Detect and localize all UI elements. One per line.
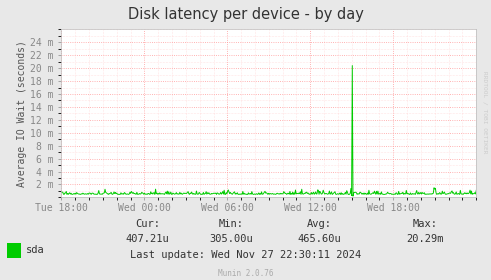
Text: Max:: Max: — [412, 219, 437, 229]
Text: sda: sda — [26, 245, 45, 255]
Text: Munin 2.0.76: Munin 2.0.76 — [218, 269, 273, 277]
Text: 305.00u: 305.00u — [209, 234, 253, 244]
Text: 20.29m: 20.29m — [406, 234, 443, 244]
Text: Min:: Min: — [218, 219, 243, 229]
Text: 465.60u: 465.60u — [297, 234, 341, 244]
Text: 407.21u: 407.21u — [125, 234, 169, 244]
Text: Disk latency per device - by day: Disk latency per device - by day — [128, 7, 363, 22]
Y-axis label: Average IO Wait (seconds): Average IO Wait (seconds) — [18, 40, 27, 187]
Text: Last update: Wed Nov 27 22:30:11 2024: Last update: Wed Nov 27 22:30:11 2024 — [130, 250, 361, 260]
Text: RRDTOOL / TOBI OETIKER: RRDTOOL / TOBI OETIKER — [483, 71, 488, 153]
Text: Cur:: Cur: — [135, 219, 160, 229]
Text: Avg:: Avg: — [307, 219, 331, 229]
